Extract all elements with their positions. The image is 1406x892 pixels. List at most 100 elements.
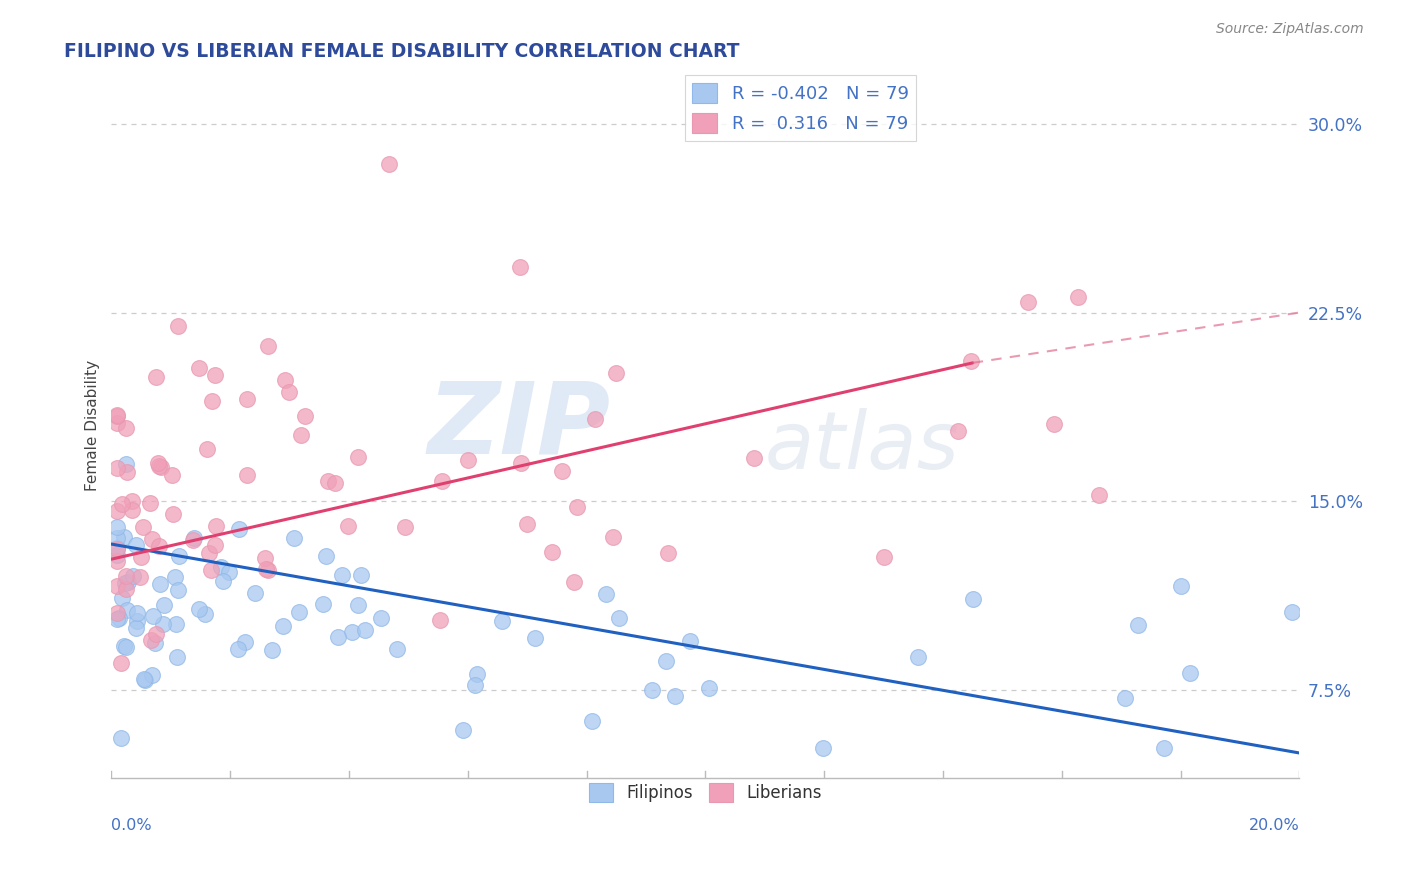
- Text: Source: ZipAtlas.com: Source: ZipAtlas.com: [1216, 22, 1364, 37]
- Point: [105, 417, 128, 431]
- Point: [188, 601, 211, 615]
- Point: [152, 617, 174, 632]
- Point: [204, 538, 226, 552]
- Point: [551, 464, 574, 478]
- Point: [165, 569, 187, 583]
- Point: [218, 565, 240, 579]
- Point: [148, 459, 170, 474]
- Point: [183, 531, 205, 545]
- Point: [153, 599, 176, 613]
- Point: [117, 574, 139, 589]
- Point: [1153, 741, 1175, 756]
- Point: [167, 582, 190, 597]
- Point: [271, 619, 294, 633]
- Point: [595, 587, 617, 601]
- Point: [326, 630, 349, 644]
- Point: [212, 574, 235, 589]
- Point: [141, 532, 163, 546]
- Point: [105, 579, 128, 593]
- Point: [125, 621, 148, 635]
- Point: [679, 634, 702, 648]
- Point: [200, 563, 222, 577]
- Point: [114, 575, 136, 590]
- Point: [162, 507, 184, 521]
- Point: [491, 615, 513, 629]
- Point: [149, 576, 172, 591]
- Point: [1128, 618, 1150, 632]
- Point: [1087, 488, 1109, 502]
- Point: [457, 453, 479, 467]
- Text: FILIPINO VS LIBERIAN FEMALE DISABILITY CORRELATION CHART: FILIPINO VS LIBERIAN FEMALE DISABILITY C…: [63, 42, 740, 61]
- Point: [370, 611, 392, 625]
- Point: [111, 591, 134, 605]
- Point: [1066, 290, 1088, 304]
- Point: [664, 689, 686, 703]
- Point: [110, 656, 132, 670]
- Point: [243, 586, 266, 600]
- Point: [236, 467, 259, 482]
- Point: [204, 368, 226, 382]
- Point: [946, 424, 969, 438]
- Point: [105, 531, 128, 545]
- Point: [323, 476, 346, 491]
- Point: [128, 570, 150, 584]
- Point: [141, 633, 163, 648]
- Point: [605, 366, 627, 380]
- Point: [236, 392, 259, 406]
- Point: [290, 428, 312, 442]
- Text: ZIP: ZIP: [427, 377, 610, 475]
- Point: [233, 635, 256, 649]
- Point: [201, 394, 224, 409]
- Point: [167, 549, 190, 563]
- Point: [1043, 417, 1066, 432]
- Point: [451, 723, 474, 737]
- Point: [121, 494, 143, 508]
- Point: [283, 531, 305, 545]
- Point: [516, 517, 538, 532]
- Point: [350, 567, 373, 582]
- Point: [105, 606, 128, 620]
- Point: [509, 260, 531, 275]
- Point: [562, 575, 585, 590]
- Point: [160, 468, 183, 483]
- Point: [742, 450, 765, 465]
- Point: [294, 409, 316, 423]
- Point: [346, 450, 368, 465]
- Legend: R = -0.402   N = 79, R =  0.316   N = 79: R = -0.402 N = 79, R = 0.316 N = 79: [685, 76, 917, 141]
- Point: [353, 624, 375, 638]
- Point: [105, 554, 128, 568]
- Point: [430, 474, 453, 488]
- Point: [257, 339, 280, 353]
- Point: [146, 456, 169, 470]
- Point: [813, 741, 835, 756]
- Point: [166, 617, 188, 632]
- Point: [127, 607, 149, 621]
- Point: [187, 361, 209, 376]
- Point: [145, 627, 167, 641]
- Point: [132, 672, 155, 686]
- Point: [228, 522, 250, 536]
- Point: [105, 504, 128, 518]
- Point: [510, 456, 533, 470]
- Point: [114, 569, 136, 583]
- Point: [139, 496, 162, 510]
- Point: [107, 611, 129, 625]
- Point: [121, 502, 143, 516]
- Point: [166, 650, 188, 665]
- Point: [117, 603, 139, 617]
- Point: [581, 714, 603, 728]
- Point: [330, 568, 353, 582]
- Point: [315, 549, 337, 564]
- Point: [260, 643, 283, 657]
- Point: [105, 408, 128, 422]
- Point: [105, 541, 128, 555]
- Point: [602, 529, 624, 543]
- Point: [274, 373, 297, 387]
- Point: [226, 642, 249, 657]
- Point: [149, 460, 172, 475]
- Point: [465, 667, 488, 681]
- Point: [142, 609, 165, 624]
- Point: [205, 519, 228, 533]
- Point: [257, 563, 280, 577]
- Point: [198, 546, 221, 560]
